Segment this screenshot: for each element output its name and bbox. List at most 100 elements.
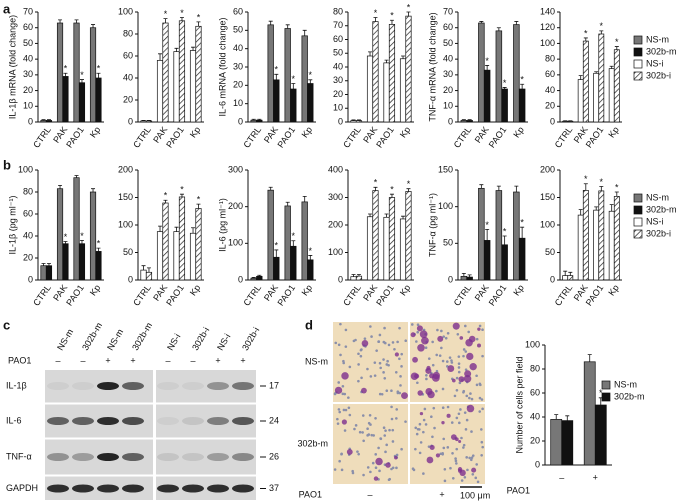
bar <box>383 216 390 281</box>
cell <box>347 406 351 410</box>
cell <box>470 456 474 459</box>
x-tick-label: PAO1 <box>374 283 396 308</box>
cell <box>416 330 419 334</box>
migrated-cell <box>416 325 423 332</box>
cell <box>356 450 359 453</box>
bar <box>250 119 257 123</box>
band <box>182 417 204 425</box>
cell <box>404 339 408 343</box>
cell <box>415 432 419 436</box>
cell <box>450 361 454 364</box>
y-tick-label: 10 <box>233 98 243 108</box>
y-tick-label: 80 <box>545 54 555 64</box>
x-tick-label: PAO1 <box>584 125 606 150</box>
x-tick-label: CTRL <box>241 125 263 150</box>
legend-label: 302b-i <box>646 228 671 238</box>
cell <box>357 452 360 456</box>
x-tick-label: Kp <box>188 283 203 298</box>
cell <box>353 427 356 431</box>
cell <box>478 382 482 386</box>
y-tick-label: 300 <box>328 192 343 202</box>
bar <box>483 69 491 123</box>
significance-star: * <box>615 37 619 47</box>
cell <box>418 451 422 455</box>
cell <box>384 429 387 432</box>
migrated-cell <box>441 420 445 425</box>
error-bar <box>291 83 296 89</box>
y-tick-label: 80 <box>530 363 540 373</box>
y-tick-label: 50 <box>123 247 133 257</box>
cell <box>395 453 399 457</box>
cell <box>446 405 450 409</box>
error-bar <box>479 184 484 189</box>
cell <box>444 336 448 340</box>
error-bar <box>578 209 583 216</box>
cell <box>362 439 365 443</box>
y-tick-label: 20 <box>333 89 343 99</box>
cell <box>340 452 343 456</box>
cell <box>396 391 400 395</box>
bar <box>478 22 485 123</box>
error-bar <box>467 274 472 278</box>
significance-star: * <box>390 11 394 21</box>
bar <box>156 231 164 281</box>
bar <box>582 190 589 281</box>
cell <box>431 340 434 344</box>
panel-label: b <box>3 157 11 172</box>
y-tick-label: 50 <box>443 38 453 48</box>
y-tick-label: 100 <box>525 339 540 349</box>
error-bar <box>583 183 588 191</box>
cell <box>470 430 473 433</box>
cell <box>443 467 447 471</box>
cell <box>422 472 425 475</box>
cell <box>379 437 382 440</box>
x-tick-label: Kp <box>300 283 315 298</box>
cell <box>471 472 475 476</box>
cell <box>457 366 461 369</box>
cell <box>414 426 418 430</box>
cell <box>366 466 370 469</box>
band <box>122 382 144 390</box>
cell <box>432 406 436 410</box>
cell <box>378 361 382 365</box>
cell <box>391 440 395 443</box>
cell <box>341 384 345 388</box>
cell <box>343 429 347 432</box>
legend-label: NS-m <box>646 34 669 44</box>
error-bar <box>96 247 101 252</box>
error-bar <box>599 186 604 191</box>
x-tick-label: PAO1 <box>487 125 509 150</box>
band <box>157 417 179 425</box>
error-bar <box>614 46 619 50</box>
error-bar <box>96 72 101 78</box>
cell <box>463 476 467 479</box>
legend-swatch <box>601 380 611 390</box>
cell <box>391 428 395 432</box>
legend-swatch <box>633 229 643 239</box>
y-tick-label: 200 <box>540 164 555 174</box>
bar <box>189 50 197 123</box>
treatment-sign: – <box>55 355 60 365</box>
blot-panel <box>156 370 256 500</box>
error-bar <box>467 119 472 121</box>
bar <box>140 269 147 281</box>
significance-star: * <box>374 8 378 18</box>
x-tick-label: PAO1 <box>584 283 606 308</box>
error-bar <box>554 414 559 420</box>
cell <box>464 350 468 353</box>
cell <box>465 456 468 459</box>
cell <box>440 346 443 350</box>
cell <box>377 340 381 343</box>
significance-star: * <box>309 70 313 80</box>
cell <box>481 445 485 449</box>
bar <box>372 21 379 123</box>
y-tick-label: 60 <box>23 208 33 218</box>
bar <box>608 210 615 281</box>
significance-star: * <box>600 21 604 31</box>
band <box>72 453 94 461</box>
cell <box>369 375 373 378</box>
significance-star: * <box>80 70 84 80</box>
error-bar <box>141 265 146 271</box>
x-tick-label: – <box>559 472 564 482</box>
cell <box>470 397 474 401</box>
